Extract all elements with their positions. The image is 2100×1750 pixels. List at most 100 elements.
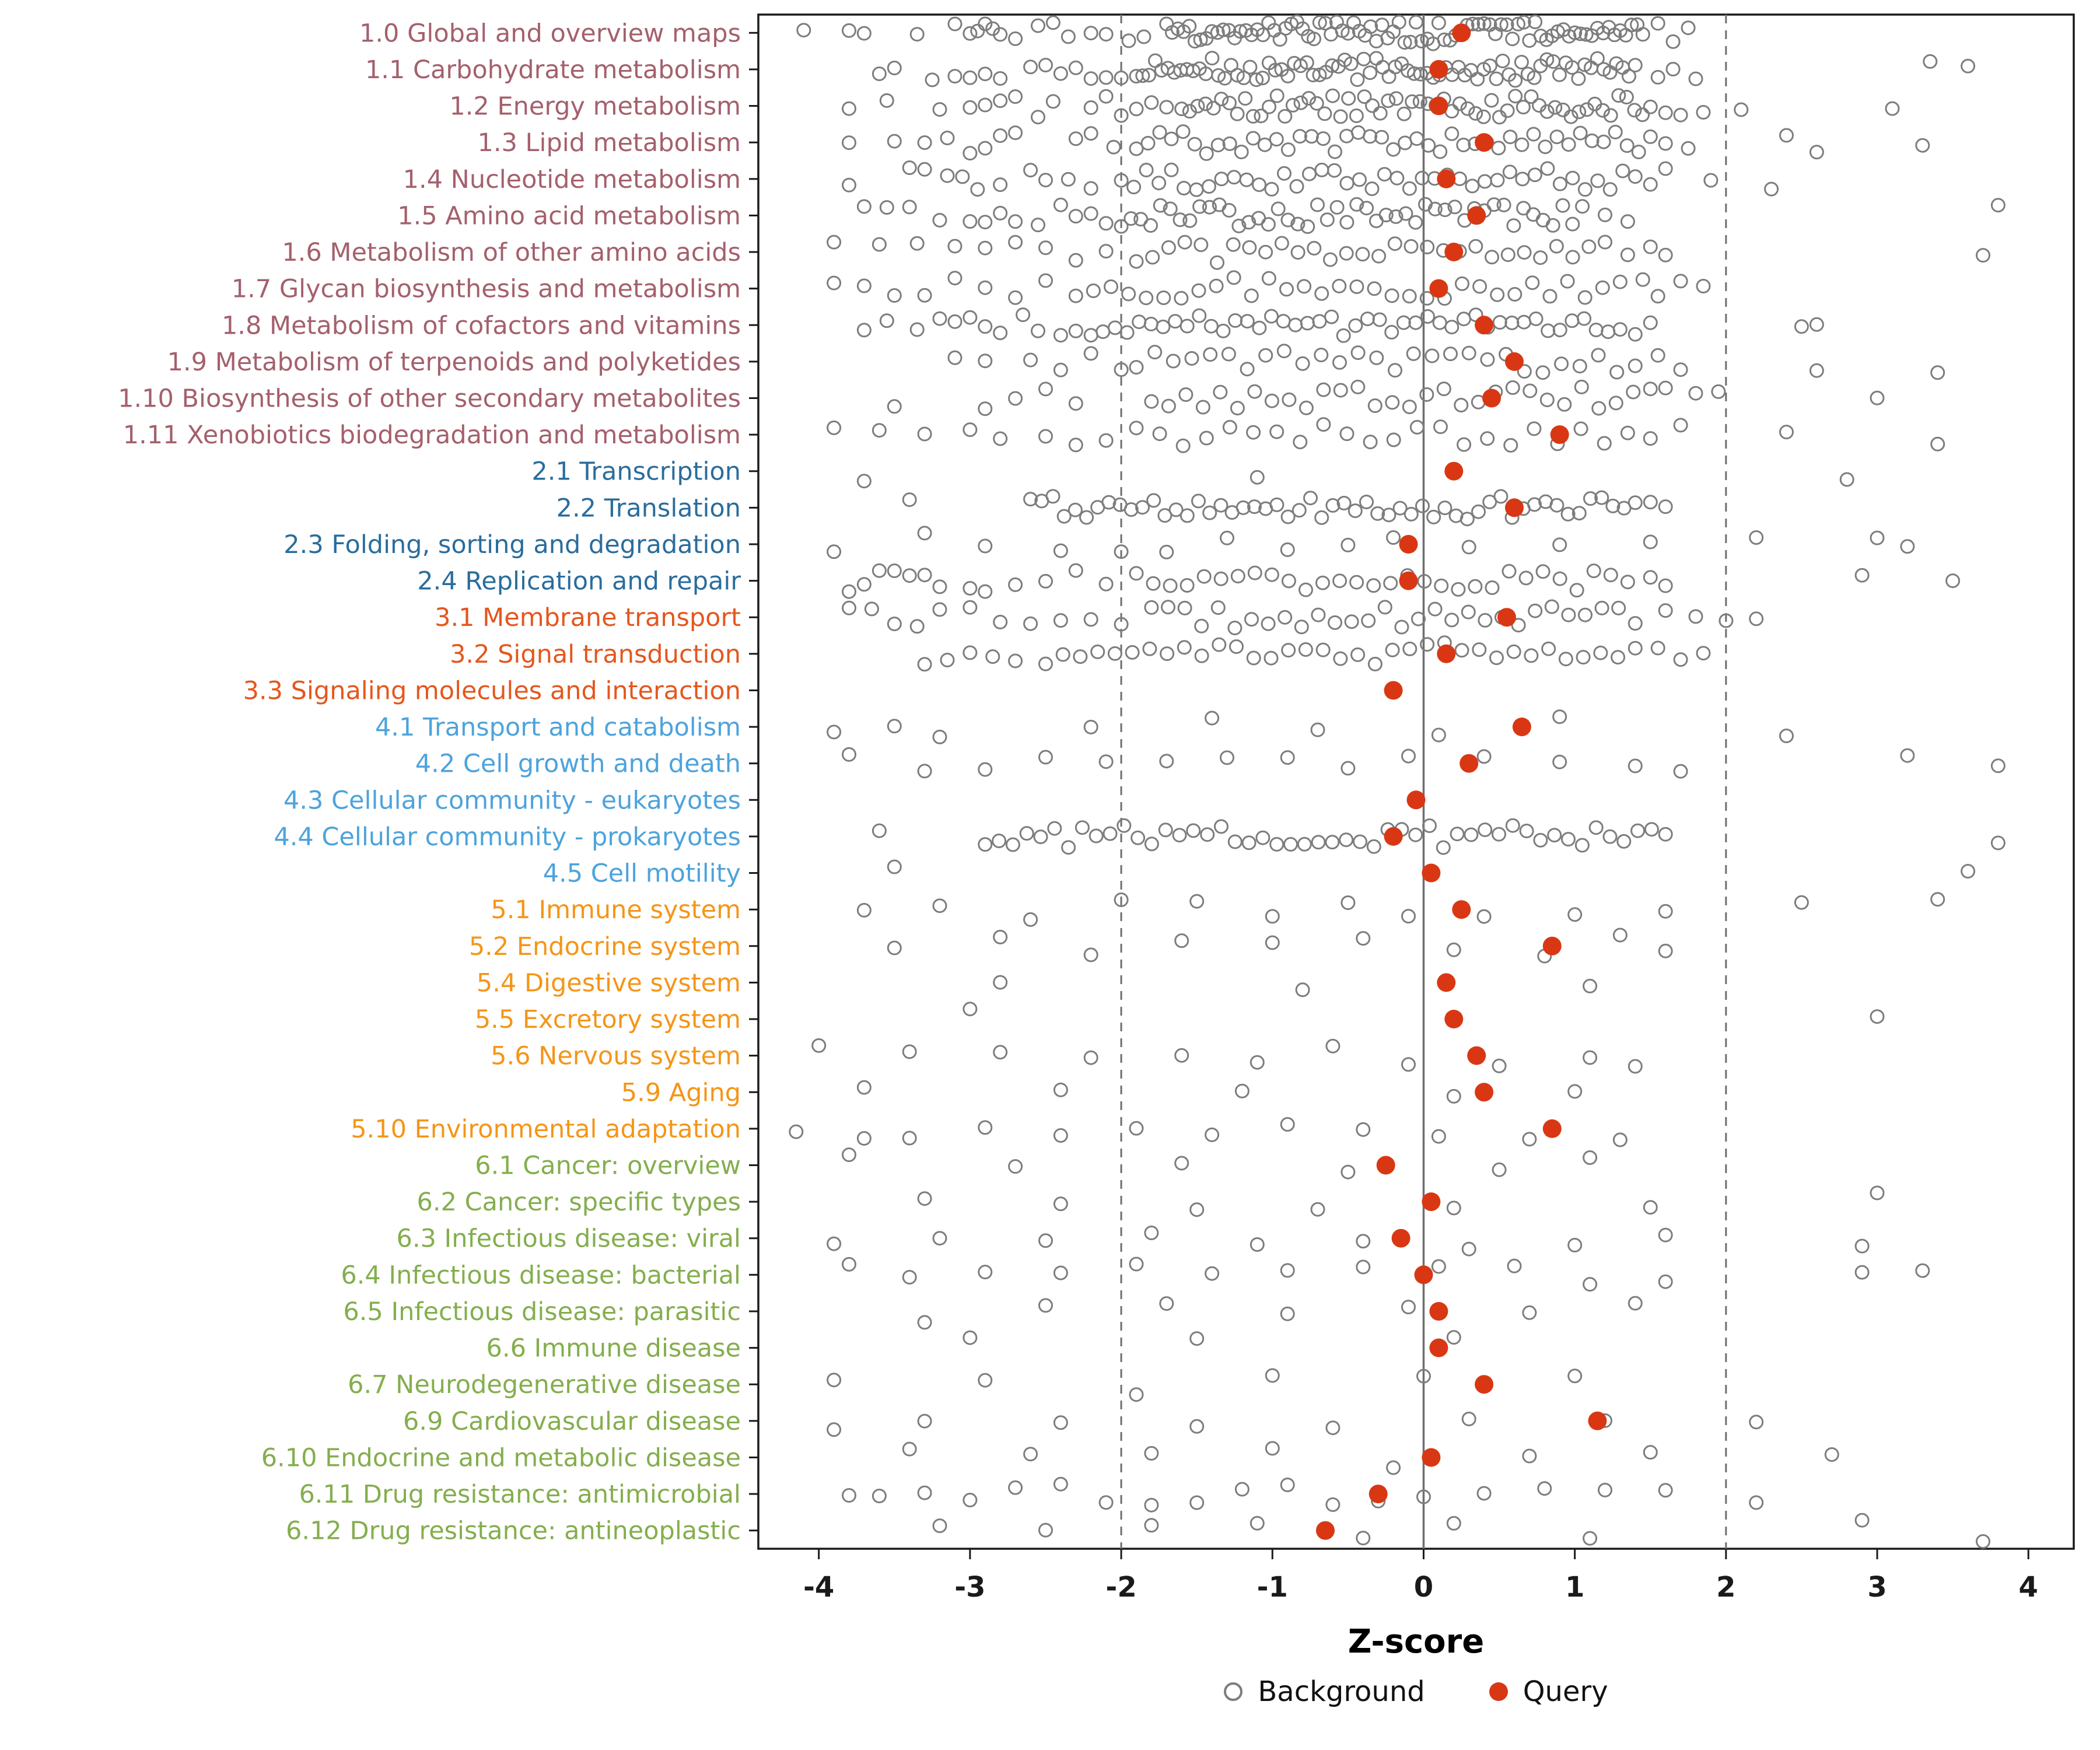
background-point [1349, 197, 1364, 212]
query-point [1467, 206, 1486, 225]
background-point [1350, 345, 1366, 360]
background-point [1575, 199, 1590, 214]
background-point [1053, 66, 1068, 81]
background-point [1431, 727, 1446, 743]
background-point [1578, 607, 1592, 622]
background-point [1106, 139, 1121, 155]
background-point [872, 563, 887, 578]
background-point [1145, 250, 1160, 265]
query-point [1391, 1228, 1410, 1248]
background-point [1854, 1513, 1870, 1528]
query-point [1429, 1338, 1448, 1357]
query-point [1399, 535, 1418, 554]
background-point [978, 280, 993, 295]
background-point [1404, 239, 1419, 254]
background-point [1152, 176, 1167, 191]
query-point [1414, 1265, 1433, 1284]
background-point [1573, 421, 1588, 436]
background-point [827, 724, 842, 740]
background-point [1612, 928, 1628, 943]
background-point [1391, 15, 1406, 30]
background-point [917, 288, 932, 303]
background-point [887, 288, 902, 303]
background-point [1650, 348, 1665, 363]
background-point [1261, 616, 1276, 631]
background-point [1126, 180, 1142, 195]
background-point [1446, 1516, 1461, 1531]
legend: Background Query [758, 1675, 2074, 1708]
background-point [1114, 173, 1129, 188]
background-point [1535, 564, 1550, 579]
background-point [1298, 582, 1313, 597]
category-label: 4.1 Transport and catabolism [375, 713, 741, 742]
background-point [1270, 201, 1286, 216]
background-point [1465, 16, 1480, 32]
background-point [1222, 136, 1237, 151]
background-point [1478, 822, 1493, 837]
background-point [1023, 912, 1038, 927]
background-point [1129, 102, 1144, 117]
background-point [1008, 31, 1023, 46]
background-point [1367, 656, 1382, 671]
background-point [978, 319, 993, 334]
background-point [1472, 279, 1488, 294]
background-point [963, 1493, 978, 1507]
background-point [872, 237, 887, 252]
background-point [947, 69, 963, 84]
background-point [1643, 129, 1658, 144]
background-point [993, 27, 1008, 42]
background-point [963, 214, 978, 229]
background-point [1230, 401, 1245, 416]
background-point [1261, 217, 1276, 232]
background-point [1130, 830, 1146, 845]
background-point [1135, 500, 1150, 515]
background-point [1516, 15, 1531, 30]
background-point [1366, 839, 1381, 854]
background-point [1031, 18, 1045, 33]
background-point [1635, 27, 1650, 42]
background-point [1377, 600, 1392, 615]
background-point [1608, 124, 1623, 139]
background-point [1472, 642, 1487, 657]
background-point [1114, 219, 1129, 234]
query-point [1384, 681, 1403, 700]
background-point [1361, 613, 1376, 628]
background-point [1593, 645, 1608, 660]
background-point [1340, 761, 1356, 776]
category-label: 5.5 Excretory system [475, 1005, 741, 1034]
background-point [1416, 1368, 1431, 1384]
background-point [1315, 642, 1331, 657]
query-point [1429, 96, 1448, 116]
query-point [1452, 23, 1471, 43]
background-point [1561, 832, 1576, 847]
background-point [1552, 709, 1567, 724]
background-point [856, 199, 872, 214]
background-point [1658, 1483, 1673, 1498]
background-point [1261, 271, 1276, 286]
background-point [1381, 93, 1396, 108]
background-point [1216, 323, 1231, 338]
background-point [1461, 345, 1476, 360]
background-point [1460, 101, 1475, 116]
background-point [1061, 840, 1076, 855]
background-point [1336, 328, 1351, 343]
category-label: 2.2 Translation [556, 494, 741, 523]
background-point [1961, 864, 1976, 878]
background-point [1402, 181, 1417, 196]
background-point [842, 23, 856, 38]
background-point [856, 1131, 872, 1146]
background-point [1809, 317, 1824, 332]
background-point [1325, 58, 1340, 73]
background-point [1930, 365, 1945, 380]
background-point [1519, 824, 1534, 838]
category-label: 6.9 Cardiovascular disease [403, 1407, 741, 1436]
background-point [902, 1441, 917, 1457]
background-point [1174, 102, 1189, 117]
background-point [993, 1045, 1008, 1060]
background-point [1386, 432, 1401, 447]
background-point [1525, 275, 1540, 290]
category-label: 5.9 Aging [621, 1078, 741, 1107]
background-point [1053, 1415, 1068, 1430]
background-point [1241, 835, 1256, 850]
background-point [1609, 365, 1625, 380]
